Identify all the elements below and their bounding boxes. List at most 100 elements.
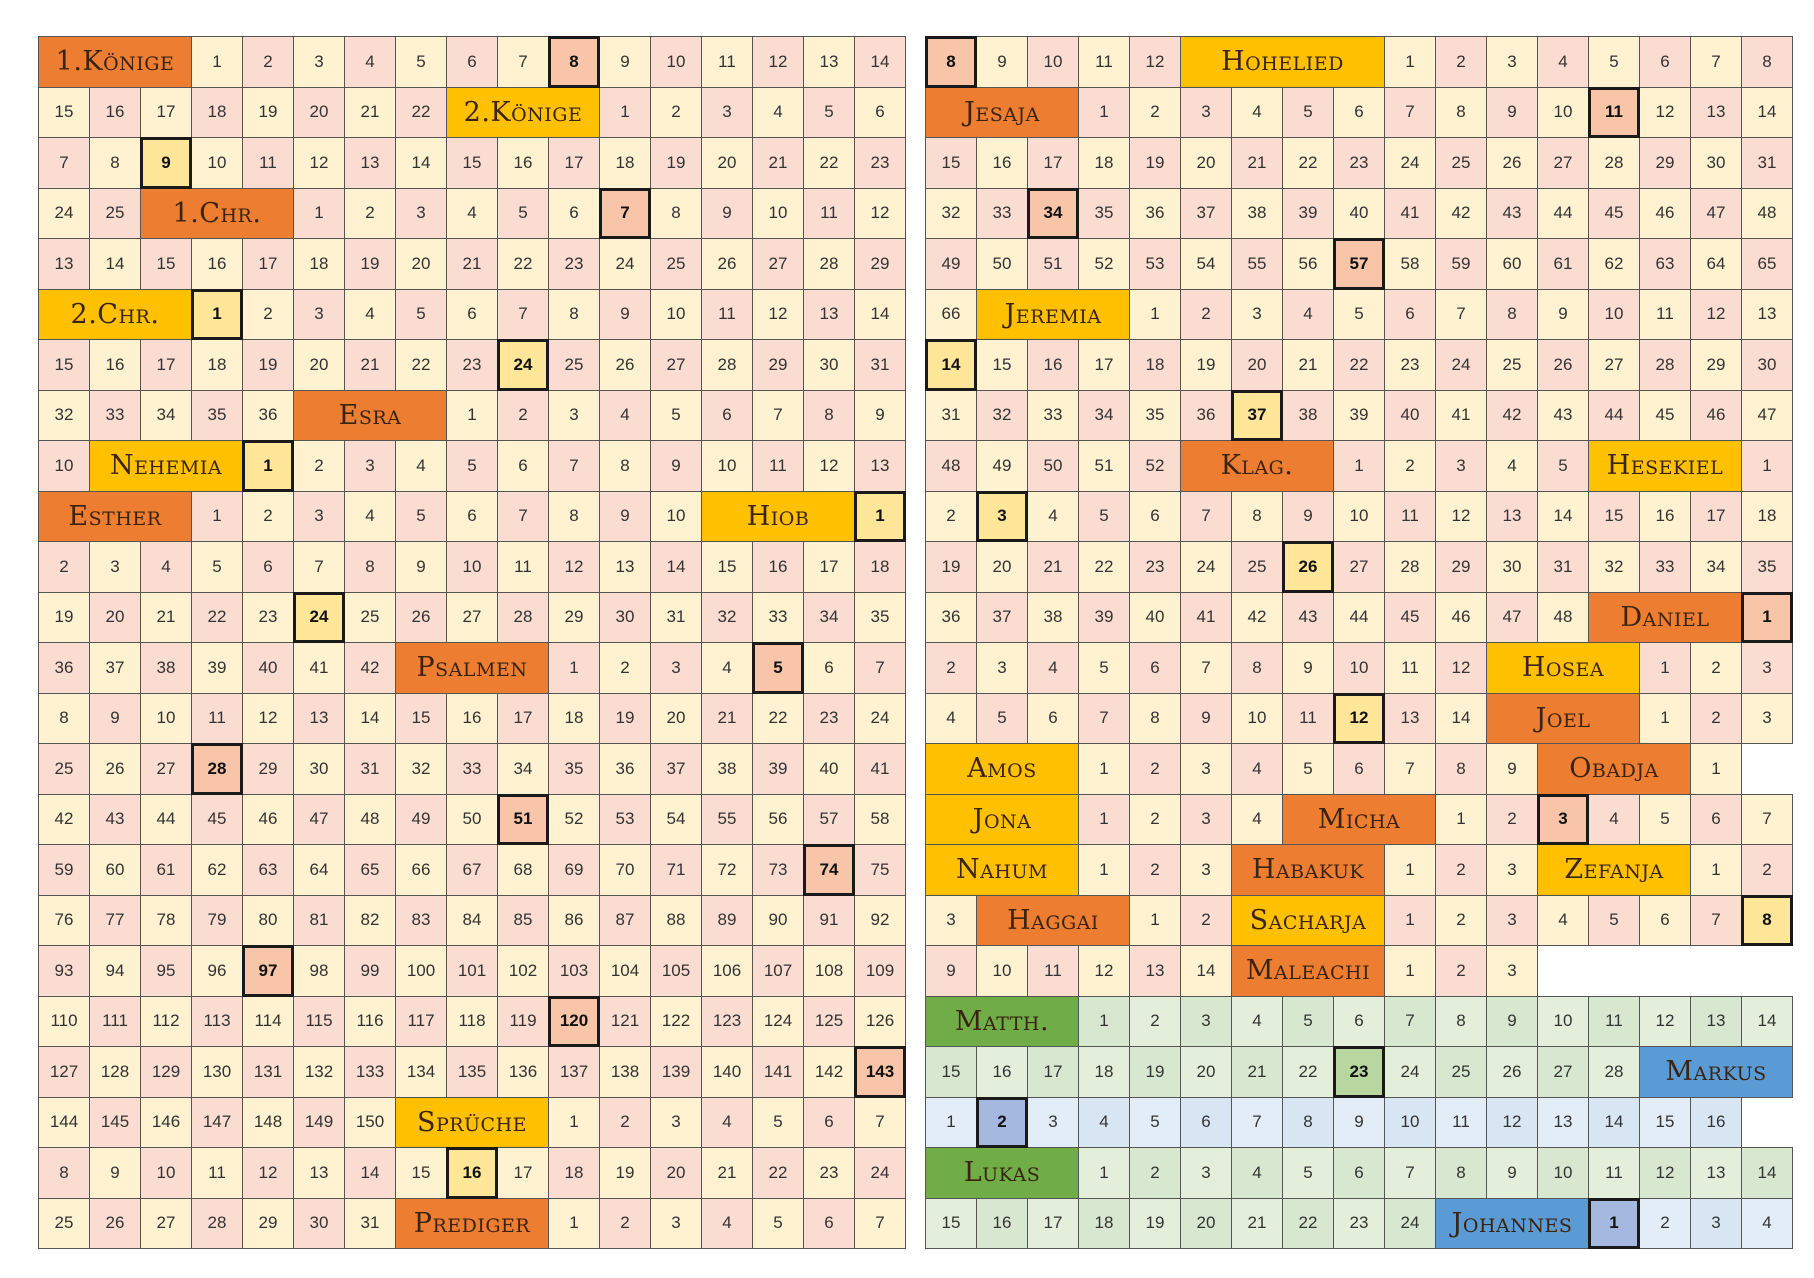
chapter-cell: 4 [1231, 995, 1283, 1047]
book-label-haggai: Haggai [976, 894, 1130, 946]
chapter-cell: 43 [1282, 591, 1334, 643]
chapter-cell: 23 [1333, 1197, 1385, 1249]
chapter-cell: 1 [1690, 844, 1742, 896]
chapter-cell: 3 [1486, 844, 1538, 896]
chapter-cell: 4 [1231, 1147, 1283, 1199]
chapter-cell: 20 [701, 137, 753, 189]
chapter-cell: 138 [599, 1046, 651, 1098]
chapter-cell: 74 [803, 844, 855, 896]
chapter-cell: 4 [395, 440, 447, 492]
book-label-obadja: Obadja [1537, 743, 1691, 795]
chapter-cell: 30 [293, 743, 345, 795]
book-label-maleachi: Maleachi [1231, 945, 1385, 997]
chapter-cell: 7 [599, 187, 651, 239]
chapter-cell: 17 [548, 137, 600, 189]
chapter-cell: 33 [1639, 541, 1691, 593]
chapter-cell: 66 [395, 844, 447, 896]
chapter-cell: 113 [191, 995, 243, 1047]
chapter-cell: 1 [1078, 793, 1130, 845]
chapter-cell: 26 [1486, 1046, 1538, 1098]
chapter-cell: 8 [1231, 642, 1283, 694]
chapter-cell: 7 [293, 541, 345, 593]
chapter-cell: 19 [242, 86, 294, 138]
chapter-cell: 6 [1333, 86, 1385, 138]
chapter-cell: 3 [1741, 642, 1793, 694]
chapter-cell: 15 [140, 238, 192, 290]
chapter-cell: 20 [1231, 339, 1283, 391]
chapter-cell: 35 [1078, 187, 1130, 239]
chapter-cell: 139 [650, 1046, 702, 1098]
chapter-cell: 57 [803, 793, 855, 845]
chapter-cell: 4 [701, 1197, 753, 1249]
chapter-cell: 90 [752, 894, 804, 946]
chapter-cell: 10 [976, 945, 1028, 997]
chapter-cell: 13 [293, 1147, 345, 1199]
chapter-cell: 24 [38, 187, 90, 239]
chapter-cell: 36 [242, 389, 294, 441]
chapter-cell: 3 [293, 36, 345, 88]
chapter-cell: 24 [1435, 339, 1487, 391]
chapter-cell: 37 [1231, 389, 1283, 441]
chapter-cell: 61 [140, 844, 192, 896]
chapter-cell: 26 [89, 1197, 141, 1249]
chapter-cell: 7 [1690, 894, 1742, 946]
chapter-cell: 50 [446, 793, 498, 845]
chapter-cell: 32 [395, 743, 447, 795]
chapter-cell: 51 [1027, 238, 1079, 290]
book-label-sacharja: Sacharja [1231, 894, 1385, 946]
chapter-cell: 1 [293, 187, 345, 239]
chapter-cell: 16 [446, 1147, 498, 1199]
chapter-cell: 43 [1486, 187, 1538, 239]
chapter-cell: 38 [1027, 591, 1079, 643]
chapter-cell: 15 [925, 1197, 977, 1249]
chapter-cell: 7 [1078, 692, 1130, 744]
chapter-cell: 36 [38, 642, 90, 694]
chapter-cell: 34 [803, 591, 855, 643]
chapter-cell: 2 [599, 1197, 651, 1249]
chapter-cell: 8 [1486, 288, 1538, 340]
chapter-cell: 1 [1639, 692, 1691, 744]
chapter-cell: 9 [925, 945, 977, 997]
chapter-cell: 79 [191, 894, 243, 946]
chapter-cell: 12 [854, 187, 906, 239]
chapter-cell: 3 [1741, 692, 1793, 744]
chapter-cell: 25 [38, 743, 90, 795]
chapter-cell: 48 [344, 793, 396, 845]
book-label-prediger: Prediger [395, 1197, 549, 1249]
chapter-cell: 2 [1741, 844, 1793, 896]
chapter-cell: 27 [650, 339, 702, 391]
chapter-cell: 50 [976, 238, 1028, 290]
chapter-cell: 6 [701, 389, 753, 441]
chapter-cell: 8 [38, 1147, 90, 1199]
chapter-cell: 3 [89, 541, 141, 593]
chapter-cell: 1 [1333, 440, 1385, 492]
chapter-cell: 9 [140, 137, 192, 189]
chapter-cell: 18 [599, 137, 651, 189]
chapter-cell: 1 [1078, 1147, 1130, 1199]
chapter-cell: 26 [1486, 137, 1538, 189]
chapter-cell: 5 [1588, 36, 1640, 88]
chapter-cell: 117 [395, 995, 447, 1047]
chapter-cell: 24 [1384, 1197, 1436, 1249]
chapter-cell: 84 [446, 894, 498, 946]
chapter-cell: 14 [1588, 1096, 1640, 1148]
chapter-cell: 31 [925, 389, 977, 441]
book-label-hiob: Hiob [701, 490, 855, 542]
chapter-cell: 21 [701, 1147, 753, 1199]
chapter-cell: 6 [1690, 793, 1742, 845]
chapter-cell: 18 [1129, 339, 1181, 391]
chapter-cell: 6 [1027, 692, 1079, 744]
chapter-cell: 2 [242, 36, 294, 88]
chapter-cell: 25 [1435, 137, 1487, 189]
chapter-cell: 2 [599, 1096, 651, 1148]
chapter-cell: 21 [1231, 137, 1283, 189]
chapter-cell: 125 [803, 995, 855, 1047]
chapter-cell: 7 [497, 288, 549, 340]
book-label-micha: Micha [1282, 793, 1436, 845]
chapter-cell: 115 [293, 995, 345, 1047]
chapter-cell: 12 [752, 36, 804, 88]
chapter-cell: 9 [976, 36, 1028, 88]
chapter-cell: 12 [1639, 995, 1691, 1047]
chapter-cell: 37 [650, 743, 702, 795]
chapter-cell: 71 [650, 844, 702, 896]
